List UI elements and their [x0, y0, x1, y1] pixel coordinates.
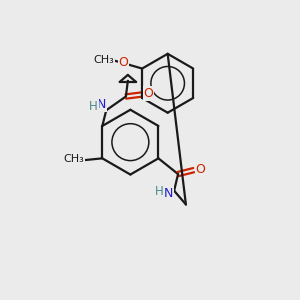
Text: H: H — [89, 100, 98, 113]
Text: CH₃: CH₃ — [64, 154, 84, 164]
Text: H: H — [155, 185, 164, 198]
Text: CH₃: CH₃ — [94, 55, 114, 65]
Text: N: N — [97, 98, 106, 111]
Text: O: O — [143, 87, 153, 100]
Text: O: O — [196, 163, 206, 176]
Text: N: N — [164, 187, 173, 200]
Text: O: O — [118, 56, 128, 69]
